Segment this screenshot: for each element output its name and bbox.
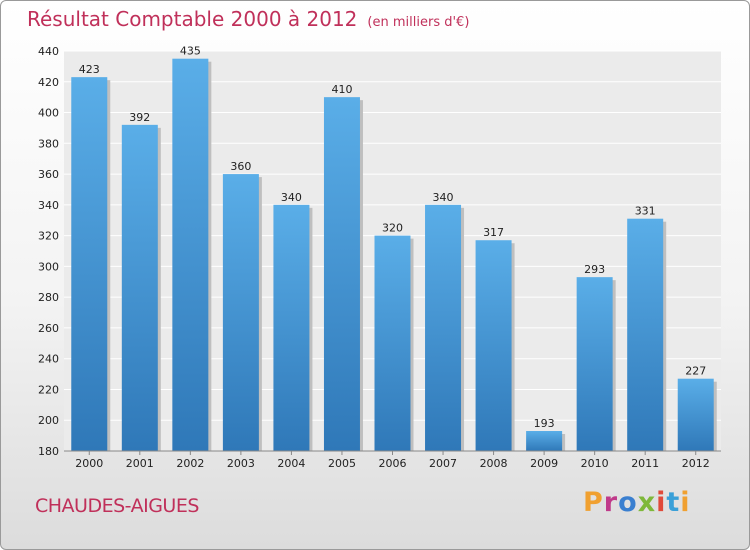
bar-2001[interactable] — [121, 124, 158, 451]
bar-2002[interactable] — [172, 58, 209, 451]
brand-logo[interactable]: Proxiti — [583, 487, 691, 518]
brand-letter: i — [656, 487, 667, 518]
commune-name: CHAUDES-AIGUES — [35, 495, 199, 517]
x-tick-label-2012: 2012 — [682, 457, 710, 470]
x-tick-label-2001: 2001 — [126, 457, 154, 470]
x-axis-labels: 2000 2001 2002 2003 2004 2005 2006 2007 2008 2009… — [75, 451, 710, 470]
x-tick-label-2010: 2010 — [581, 457, 609, 470]
data-label-2012: 227 — [685, 365, 706, 378]
x-tick-label-2009: 2009 — [530, 457, 558, 470]
bar-2012[interactable] — [677, 378, 714, 451]
chart-title: Résultat Comptable 2000 à 2012 (en millie… — [27, 7, 469, 31]
data-label-2009: 193 — [534, 417, 555, 430]
y-tick-label: 440 — [38, 45, 59, 58]
data-label-2003: 360 — [230, 160, 251, 173]
data-label-2005: 410 — [331, 83, 352, 96]
x-tick-label-2003: 2003 — [227, 457, 255, 470]
y-tick-label: 320 — [38, 230, 59, 243]
x-tick-label-2004: 2004 — [277, 457, 305, 470]
y-tick-label: 360 — [38, 168, 59, 181]
y-tick-label: 300 — [38, 260, 59, 273]
bar-2010[interactable] — [576, 277, 613, 451]
data-label-2006: 320 — [382, 222, 403, 235]
bar-2008[interactable] — [475, 240, 512, 451]
y-tick-label: 240 — [38, 353, 59, 366]
x-tick-label-2005: 2005 — [328, 457, 356, 470]
x-tick-label-2002: 2002 — [176, 457, 204, 470]
y-axis-labels: 180 200 220 240 260 280 300 320 340 360 380 400 420 4… — [38, 45, 59, 458]
bar-2009[interactable] — [526, 431, 563, 451]
y-tick-label: 340 — [38, 199, 59, 212]
x-tick-label-2007: 2007 — [429, 457, 457, 470]
bar-2007[interactable] — [425, 204, 462, 451]
x-tick-label-2011: 2011 — [631, 457, 659, 470]
data-label-2004: 340 — [281, 191, 302, 204]
brand-letter: t — [666, 487, 681, 518]
data-label-2001: 392 — [129, 111, 150, 124]
x-tick-label-2000: 2000 — [75, 457, 103, 470]
y-tick-label: 380 — [38, 137, 59, 150]
y-tick-label: 180 — [38, 445, 59, 458]
bar-2005[interactable] — [323, 97, 360, 452]
brand-letter: o — [618, 487, 638, 518]
bar-2004[interactable] — [273, 204, 310, 451]
y-tick-label: 400 — [38, 107, 59, 120]
bars: 423 392 435 360 340 410 320 340 317 193 293 331 227 — [71, 45, 717, 452]
bar-2011[interactable] — [627, 218, 664, 451]
brand-letter: i — [680, 487, 691, 518]
bar-2003[interactable] — [222, 174, 259, 452]
y-tick-label: 260 — [38, 322, 59, 335]
data-label-2007: 340 — [433, 191, 454, 204]
y-tick-label: 280 — [38, 291, 59, 304]
data-label-2011: 331 — [635, 205, 656, 218]
data-label-2000: 423 — [79, 63, 100, 76]
y-tick-label: 420 — [38, 76, 59, 89]
bar-2000[interactable] — [71, 77, 108, 452]
title-text: Résultat Comptable 2000 à 2012 — [27, 7, 358, 31]
y-tick-label: 200 — [38, 414, 59, 427]
title-unit: (en milliers d'€) — [367, 15, 470, 30]
brand-letter: x — [637, 487, 657, 518]
bar-2006[interactable] — [374, 235, 411, 451]
x-tick-label-2006: 2006 — [379, 457, 407, 470]
x-tick-label-2008: 2008 — [480, 457, 508, 470]
brand-letter: P — [583, 487, 604, 518]
data-label-2010: 293 — [584, 263, 605, 276]
data-label-2002: 435 — [180, 45, 201, 58]
data-label-2008: 317 — [483, 226, 504, 239]
brand-letter: r — [603, 487, 619, 518]
y-tick-label: 220 — [38, 383, 59, 396]
